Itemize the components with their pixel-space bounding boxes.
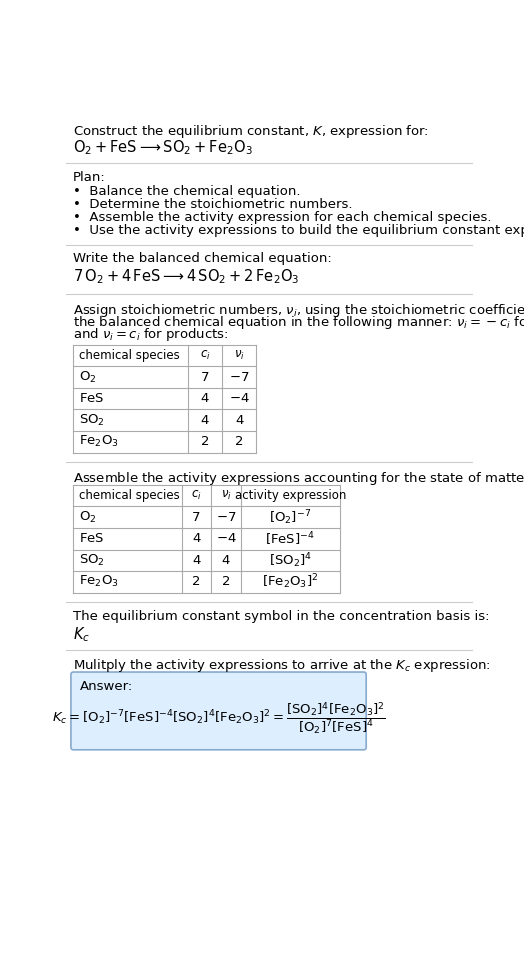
Text: Write the balanced chemical equation:: Write the balanced chemical equation:	[73, 253, 332, 265]
Text: Plan:: Plan:	[73, 171, 106, 184]
Text: 2: 2	[192, 576, 201, 588]
Text: $K_c = [\mathrm{O_2}]^{-7} [\mathrm{FeS}]^{-4} [\mathrm{SO_2}]^{4} [\mathrm{Fe_2: $K_c = [\mathrm{O_2}]^{-7} [\mathrm{FeS}…	[52, 701, 386, 737]
Text: $\mathrm{SO_2}$: $\mathrm{SO_2}$	[80, 412, 105, 428]
Text: Assemble the activity expressions accounting for the state of matter and $\nu_i$: Assemble the activity expressions accoun…	[73, 470, 524, 486]
Text: 2: 2	[222, 576, 230, 588]
Text: $[\mathrm{FeS}]^{-4}$: $[\mathrm{FeS}]^{-4}$	[265, 530, 315, 548]
Text: chemical species: chemical species	[80, 489, 180, 503]
Text: •  Use the activity expressions to build the equilibrium constant expression.: • Use the activity expressions to build …	[73, 224, 524, 237]
Text: •  Balance the chemical equation.: • Balance the chemical equation.	[73, 185, 301, 198]
Text: and $\nu_i = c_i$ for products:: and $\nu_i = c_i$ for products:	[73, 327, 229, 343]
Text: $\mathrm{O_2}$: $\mathrm{O_2}$	[80, 509, 97, 525]
Text: $\mathrm{O_2}$: $\mathrm{O_2}$	[80, 370, 97, 384]
Text: chemical species: chemical species	[80, 349, 180, 362]
Text: $-7$: $-7$	[216, 510, 236, 524]
Text: $-7$: $-7$	[229, 371, 249, 383]
Text: $[\mathrm{O_2}]^{-7}$: $[\mathrm{O_2}]^{-7}$	[269, 508, 311, 527]
FancyBboxPatch shape	[71, 672, 366, 750]
Text: $K_c$: $K_c$	[73, 625, 90, 644]
Text: 7: 7	[201, 371, 209, 383]
Text: 7: 7	[192, 510, 201, 524]
Text: $\nu_i$: $\nu_i$	[221, 489, 231, 503]
Text: $\mathrm{Fe_2O_3}$: $\mathrm{Fe_2O_3}$	[80, 575, 119, 589]
Text: the balanced chemical equation in the following manner: $\nu_i = -c_i$ for react: the balanced chemical equation in the fo…	[73, 314, 524, 331]
Text: Answer:: Answer:	[80, 680, 133, 694]
Text: $-4$: $-4$	[229, 392, 249, 406]
Text: $\mathrm{O_2 + FeS \longrightarrow SO_2 + Fe_2O_3}$: $\mathrm{O_2 + FeS \longrightarrow SO_2 …	[73, 138, 253, 157]
Text: 4: 4	[201, 414, 209, 427]
Text: •  Assemble the activity expression for each chemical species.: • Assemble the activity expression for e…	[73, 210, 492, 224]
Text: activity expression: activity expression	[235, 489, 346, 503]
Text: Construct the equilibrium constant, $K$, expression for:: Construct the equilibrium constant, $K$,…	[73, 123, 429, 140]
Text: $\mathrm{SO_2}$: $\mathrm{SO_2}$	[80, 553, 105, 568]
Text: $\mathrm{Fe_2O_3}$: $\mathrm{Fe_2O_3}$	[80, 434, 119, 450]
Text: 4: 4	[192, 554, 201, 567]
Text: $\mathrm{FeS}$: $\mathrm{FeS}$	[80, 532, 105, 545]
Text: 2: 2	[235, 435, 243, 448]
Text: $-4$: $-4$	[215, 532, 236, 545]
Text: $c_i$: $c_i$	[200, 349, 210, 362]
Text: Mulitply the activity expressions to arrive at the $K_c$ expression:: Mulitply the activity expressions to arr…	[73, 657, 491, 675]
Text: $c_i$: $c_i$	[191, 489, 202, 503]
Text: $[\mathrm{Fe_2O_3}]^{2}$: $[\mathrm{Fe_2O_3}]^{2}$	[262, 573, 319, 591]
Text: 4: 4	[222, 554, 230, 567]
Text: $\mathrm{7\,O_2 + 4\,FeS \longrightarrow 4\,SO_2 + 2\,Fe_2O_3}$: $\mathrm{7\,O_2 + 4\,FeS \longrightarrow…	[73, 268, 300, 286]
Text: $[\mathrm{SO_2}]^{4}$: $[\mathrm{SO_2}]^{4}$	[269, 551, 312, 570]
Text: 4: 4	[235, 414, 243, 427]
Text: Assign stoichiometric numbers, $\nu_i$, using the stoichiometric coefficients, $: Assign stoichiometric numbers, $\nu_i$, …	[73, 302, 524, 319]
Text: $\nu_i$: $\nu_i$	[234, 349, 245, 362]
Text: 4: 4	[201, 392, 209, 406]
Text: The equilibrium constant symbol in the concentration basis is:: The equilibrium constant symbol in the c…	[73, 609, 490, 623]
Text: 4: 4	[192, 532, 201, 545]
Text: 2: 2	[201, 435, 209, 448]
Text: $\mathrm{FeS}$: $\mathrm{FeS}$	[80, 392, 105, 406]
Text: •  Determine the stoichiometric numbers.: • Determine the stoichiometric numbers.	[73, 198, 353, 210]
